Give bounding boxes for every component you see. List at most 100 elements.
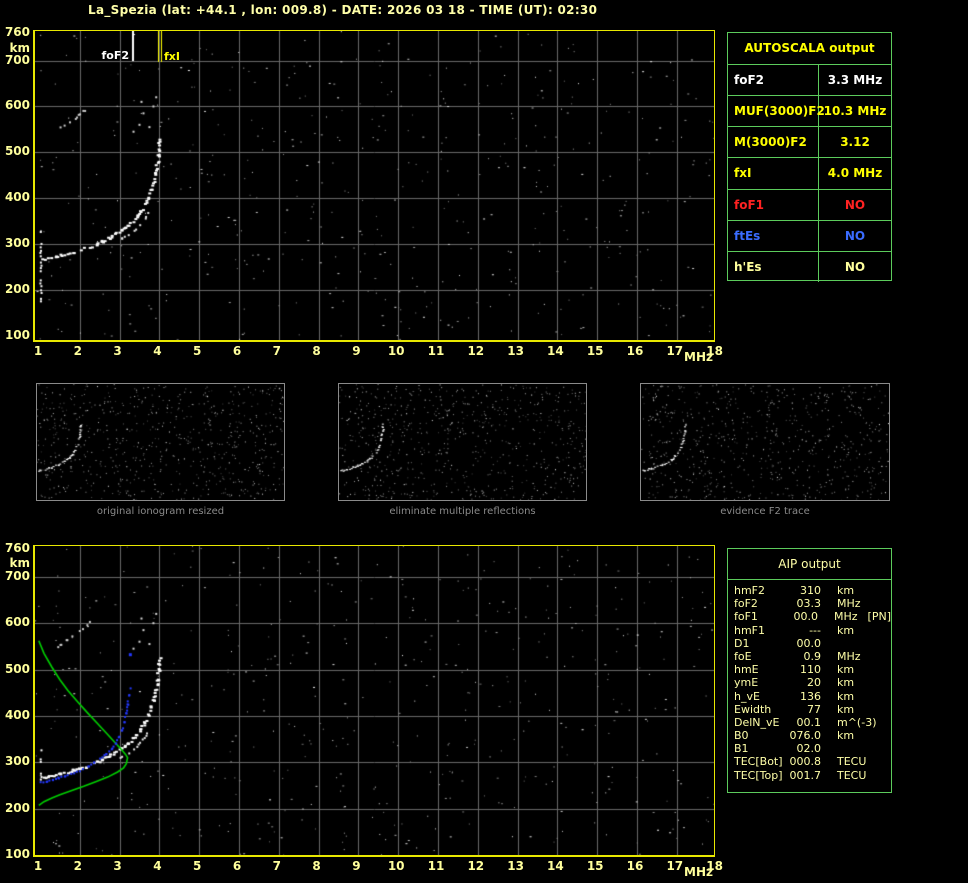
y-axis-tick: 400 [4, 190, 30, 205]
x-axis-tick: 12 [467, 859, 485, 873]
aip-value: 00.0 [796, 636, 822, 650]
x-axis-tick: 18 [706, 344, 723, 358]
autoscala-row-value: NO [844, 259, 866, 274]
mini-panel-canvas-original [37, 384, 284, 500]
aip-label: D1 [734, 636, 750, 650]
aip-unit: TECU [837, 768, 867, 782]
x-axis-tick: 1 [33, 859, 43, 873]
caption-eliminate-reflections: eliminate multiple reflections [389, 506, 536, 517]
autoscala-row-label: foF1 [728, 189, 819, 220]
y-axis-unit-km: km [9, 556, 30, 570]
caption-evidence-f2: evidence F2 trace [720, 506, 810, 517]
autoscala-row-fxi: fxI 4.0 MHz [728, 158, 891, 190]
x-axis-tick: 4 [153, 859, 162, 873]
x-axis-tick: 8 [312, 344, 321, 358]
autoscala-row-label: MUF(3000)F2 [728, 96, 825, 127]
aip-unit: MHz [837, 597, 861, 611]
aip-table-header: AIP output [728, 549, 891, 580]
y-axis-tick: 500 [4, 661, 30, 676]
x-axis-tick: 10 [387, 344, 405, 358]
aip-unit: km [837, 623, 855, 637]
ionogram-canvas-top [35, 31, 714, 340]
aip-row-hmf2: hmF2 310 km [734, 584, 891, 597]
x-axis-tick: 8 [312, 859, 321, 873]
autoscala-row-value: 4.0 MHz [827, 166, 883, 181]
aip-label: B0 [734, 729, 749, 743]
y-axis-tick: 400 [4, 707, 30, 722]
autoscala-row-label: M(3000)F2 [728, 127, 819, 158]
y-axis-tick: 600 [4, 615, 30, 630]
aip-row-hve: h_vE 136 km [734, 690, 891, 703]
aip-value: 076.0 [789, 729, 822, 743]
x-axis-tick: 11 [427, 859, 445, 873]
x-axis-tick: 12 [467, 344, 485, 358]
x-axis-tick: 3 [113, 344, 122, 358]
ionogram-canvas-bottom [35, 546, 714, 855]
autoscala-row-fof2: foF2 3.3 MHz [728, 65, 891, 97]
aip-label: hmF2 [734, 584, 766, 597]
autoscala-row-label: ftEs [728, 220, 819, 251]
x-axis-tick: 10 [387, 859, 405, 873]
aip-unit: km [837, 689, 855, 703]
aip-value: 20 [807, 676, 821, 690]
fxI-marker-label: fxI [164, 50, 180, 63]
x-axis-tick: 15 [586, 344, 604, 358]
aip-row-ewidth: Ewidth 77 km [734, 703, 891, 716]
autoscala-row-label: h'Es [728, 251, 819, 282]
autoscala-row-ftes: ftEs NO [728, 220, 891, 252]
y-axis-tick: 760 [4, 541, 30, 555]
y-axis-tick: 200 [4, 282, 30, 297]
x-axis-tick: 5 [193, 344, 202, 358]
aip-row-hme: hmE 110 km [734, 663, 891, 676]
aip-row-fof1: foF1 00.0 MHz [PN] [734, 610, 891, 623]
aip-row-tectop: TEC[Top] 001.7 TECU [734, 769, 891, 782]
mini-panel-original [36, 383, 285, 501]
x-axis-tick: 9 [352, 859, 361, 873]
autoscala-row-muf3000f2: MUF(3000)F2 10.3 MHz [728, 96, 891, 128]
aip-row-hmf1: hmF1 --- km [734, 624, 891, 637]
x-axis-unit-mhz: MHz [684, 865, 713, 879]
x-axis-tick: 6 [232, 344, 242, 358]
x-axis-tick: 15 [586, 859, 604, 873]
aip-unit: km [837, 584, 855, 597]
x-axis-tick: 13 [507, 859, 524, 873]
aip-extra: [PN] [867, 610, 891, 624]
aip-label: DelN_vE [734, 715, 780, 729]
aip-table-rows: hmF2 310 km foF2 03.3 MHz foF1 00.0 MHz [PN] hmF1 -… [728, 580, 891, 782]
y-axis-tick: 100 [4, 328, 30, 342]
y-axis-tick: 700 [4, 52, 30, 67]
aip-unit: km [837, 676, 855, 690]
autoscala-row-fof1: foF1 NO [728, 189, 891, 221]
autoscala-row-label: foF2 [728, 65, 819, 96]
aip-value: 02.0 [796, 742, 822, 756]
aip-value: 000.8 [789, 755, 822, 769]
aip-row-foe: foE 0.9 MHz [734, 650, 891, 663]
autoscala-row-label: fxI [728, 158, 819, 189]
x-axis-tick: 6 [232, 859, 242, 873]
x-axis-tick: 16 [626, 859, 644, 873]
ionogram-plot-bottom [33, 545, 715, 857]
x-axis-tick: 11 [427, 344, 445, 358]
station-title: La_Spezia (lat: +44.1 , lon: 009.8) - DA… [88, 3, 598, 17]
mini-panel-evidence [640, 383, 890, 501]
aip-value: 0.9 [803, 649, 822, 663]
autoscala-row-value: 10.3 MHz [823, 104, 887, 119]
caption-original-ionogram: original ionogram resized [96, 506, 225, 517]
x-axis-tick: 18 [706, 859, 723, 873]
x-axis-tick: 3 [113, 859, 122, 873]
x-axis-tick: 14 [547, 859, 564, 873]
aip-unit: MHz [837, 649, 861, 663]
y-axis-tick: 600 [4, 98, 30, 113]
y-axis-tick: 300 [4, 236, 30, 251]
x-axis-tick: 2 [73, 859, 82, 873]
aip-row-yme: ymE 20 km [734, 676, 891, 689]
aip-row-fof2: foF2 03.3 MHz [734, 597, 891, 610]
x-axis-tick: 14 [547, 344, 564, 358]
aip-label: hmF1 [734, 623, 766, 637]
autoscala-table-header: AUTOSCALA output [728, 33, 891, 65]
aip-label: hmE [734, 663, 759, 677]
aip-row-d1: D1 00.0 [734, 637, 891, 650]
mini-panel-canvas-eliminate [339, 384, 586, 500]
aip-unit: km [837, 663, 855, 677]
aip-value: 00.0 [793, 610, 819, 624]
